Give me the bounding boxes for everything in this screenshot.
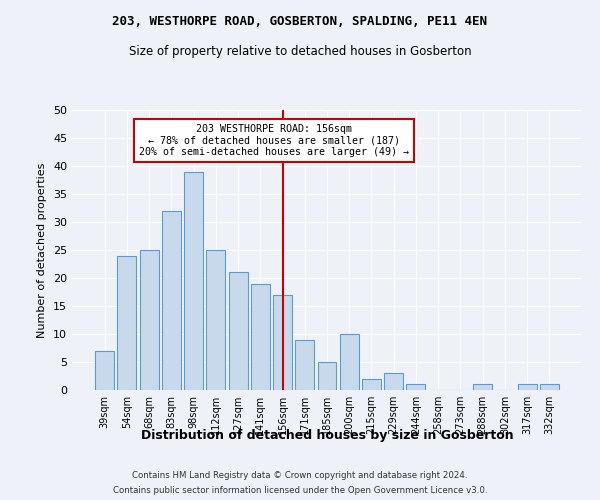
Bar [473, 384, 492, 390]
Bar [295, 340, 314, 390]
Bar [406, 384, 425, 390]
Text: Contains HM Land Registry data © Crown copyright and database right 2024.: Contains HM Land Registry data © Crown c… [132, 471, 468, 480]
Bar [95, 351, 114, 390]
Text: 203 WESTHORPE ROAD: 156sqm
← 78% of detached houses are smaller (187)
20% of sem: 203 WESTHORPE ROAD: 156sqm ← 78% of deta… [139, 124, 409, 157]
Bar [518, 384, 536, 390]
Y-axis label: Number of detached properties: Number of detached properties [37, 162, 47, 338]
Bar [273, 295, 292, 390]
Bar [162, 211, 181, 390]
Text: Size of property relative to detached houses in Gosberton: Size of property relative to detached ho… [128, 45, 472, 58]
Bar [229, 272, 248, 390]
Bar [206, 250, 225, 390]
Bar [317, 362, 337, 390]
Bar [340, 334, 359, 390]
Text: Contains public sector information licensed under the Open Government Licence v3: Contains public sector information licen… [113, 486, 487, 495]
Bar [540, 384, 559, 390]
Bar [140, 250, 158, 390]
Bar [362, 379, 381, 390]
Text: Distribution of detached houses by size in Gosberton: Distribution of detached houses by size … [140, 428, 514, 442]
Bar [118, 256, 136, 390]
Bar [251, 284, 270, 390]
Text: 203, WESTHORPE ROAD, GOSBERTON, SPALDING, PE11 4EN: 203, WESTHORPE ROAD, GOSBERTON, SPALDING… [113, 15, 487, 28]
Bar [184, 172, 203, 390]
Bar [384, 373, 403, 390]
